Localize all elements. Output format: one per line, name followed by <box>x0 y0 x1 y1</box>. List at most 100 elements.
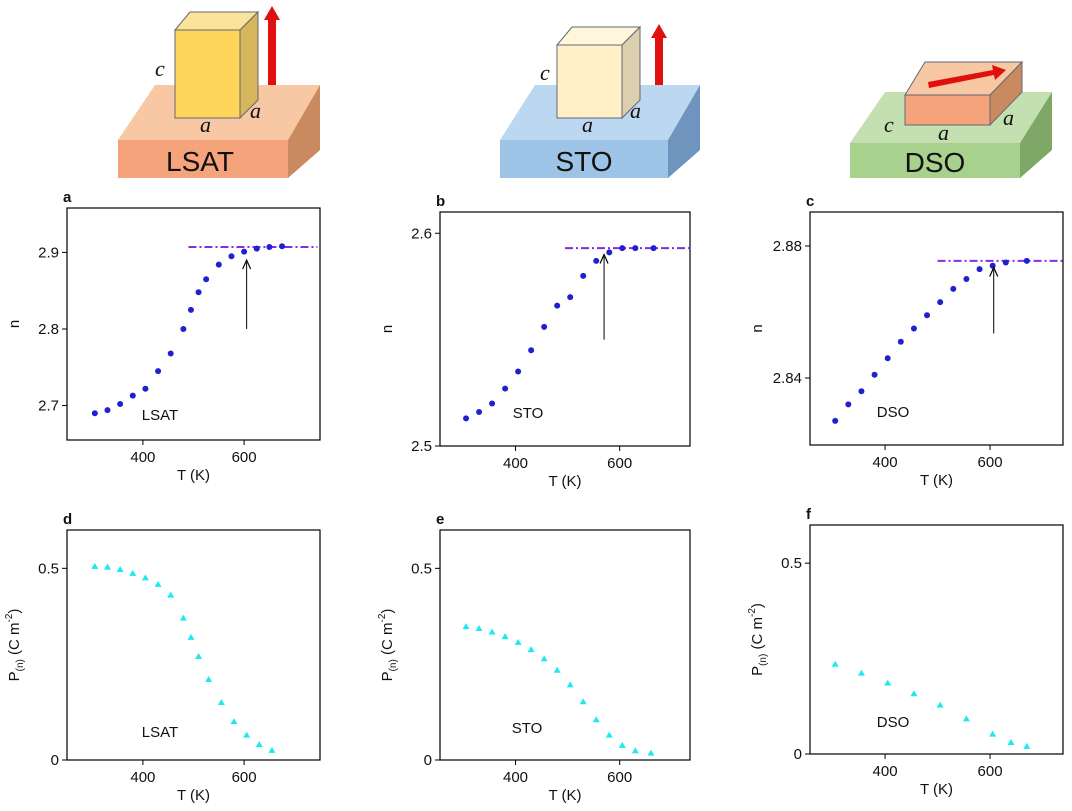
x-tick-label: 400 <box>873 763 898 780</box>
data-point <box>187 633 195 640</box>
data-point <box>924 312 931 319</box>
data-point <box>554 302 561 309</box>
annotation: LSAT <box>142 724 178 741</box>
y-tick-label: 0.5 <box>38 560 59 577</box>
data-point <box>228 253 235 260</box>
y-label-sup: -2 <box>377 613 388 622</box>
data-point <box>832 417 839 424</box>
plot-frame <box>66 207 321 441</box>
data-point <box>831 660 839 667</box>
data-point <box>501 633 509 640</box>
x-axis-label: T (K) <box>177 787 210 804</box>
plot-frame <box>439 211 691 447</box>
arrow-head <box>599 253 609 264</box>
y-label-sup: -2 <box>4 613 15 622</box>
panel-label: d <box>63 511 72 528</box>
x-tick-label: 600 <box>607 455 632 472</box>
plot-frame <box>809 211 1064 446</box>
data-point <box>167 591 175 598</box>
data-point <box>463 415 470 422</box>
data-point <box>897 338 904 345</box>
data-point <box>1002 259 1009 266</box>
data-point <box>475 625 483 632</box>
data-point <box>606 249 613 256</box>
data-point <box>205 676 213 682</box>
data-point <box>632 245 639 252</box>
data-point <box>154 580 162 587</box>
x-tick-label: 400 <box>873 454 898 471</box>
lattice-label: a <box>582 112 593 137</box>
data-point <box>567 294 574 301</box>
data-point <box>515 368 522 375</box>
x-tick-label: 600 <box>978 763 1003 780</box>
data-point <box>592 716 600 723</box>
data-point <box>117 401 124 408</box>
data-point <box>962 715 970 722</box>
data-point <box>279 243 286 250</box>
y-label-main: P <box>379 671 396 681</box>
y-tick-label: 2.84 <box>773 370 802 387</box>
illustration-sto: c a a STO <box>500 24 700 178</box>
annotation: STO <box>512 720 543 737</box>
data-point <box>243 731 251 738</box>
lattice-label: a <box>938 120 949 145</box>
data-point <box>884 355 891 362</box>
data-point <box>203 276 210 283</box>
data-point <box>241 248 248 255</box>
data-point <box>103 563 111 570</box>
annotation: STO <box>513 405 544 422</box>
data-point <box>647 749 655 756</box>
data-point <box>631 747 639 754</box>
data-point <box>936 701 944 708</box>
data-point <box>553 666 561 673</box>
data-point <box>91 562 99 569</box>
annotation: LSAT <box>142 407 178 424</box>
data-point <box>91 410 98 417</box>
data-point <box>476 408 483 415</box>
data-point <box>1023 742 1031 749</box>
data-point <box>488 628 496 635</box>
substrate-label: LSAT <box>166 146 234 177</box>
data-point <box>857 669 865 676</box>
substrate-label: DSO <box>905 147 966 178</box>
data-point <box>528 347 535 354</box>
data-point <box>489 400 496 407</box>
data-point <box>593 257 600 264</box>
annotation: DSO <box>877 404 910 421</box>
data-point <box>217 699 225 705</box>
data-point <box>871 371 878 378</box>
x-tick-label: 600 <box>978 454 1003 471</box>
y-tick-label: 2.5 <box>411 438 432 455</box>
data-point <box>180 325 187 332</box>
x-tick-label: 600 <box>607 769 632 786</box>
data-point <box>527 646 535 653</box>
data-point <box>963 275 970 282</box>
y-label-sub: (n) <box>15 659 26 671</box>
lattice-label: a <box>1003 105 1014 130</box>
y-axis-label: P(n) (C m-2) <box>747 603 769 676</box>
data-point <box>579 698 587 705</box>
y-axis-label: n <box>6 320 23 328</box>
data-point <box>462 623 470 630</box>
illustration-lsat: c a a LSAT <box>118 6 320 178</box>
data-point <box>540 655 548 662</box>
lattice-label: c <box>884 112 894 137</box>
y-axis-label: n <box>379 325 396 333</box>
data-point <box>116 565 124 572</box>
y-label-main: P <box>6 671 23 681</box>
data-point <box>845 401 852 408</box>
lattice-label: c <box>540 60 550 85</box>
data-point <box>195 289 202 296</box>
panel-label: e <box>436 511 444 528</box>
illustration-dso: c a a DSO <box>850 60 1052 178</box>
y-tick-label: 0 <box>424 752 432 769</box>
data-point <box>976 266 983 273</box>
data-point <box>268 746 276 753</box>
plot-frame <box>809 524 1064 755</box>
data-point <box>195 653 203 659</box>
data-point <box>155 368 162 375</box>
data-point <box>187 306 194 313</box>
arrow-head <box>989 265 999 277</box>
data-point <box>141 574 149 581</box>
data-point <box>910 690 918 697</box>
